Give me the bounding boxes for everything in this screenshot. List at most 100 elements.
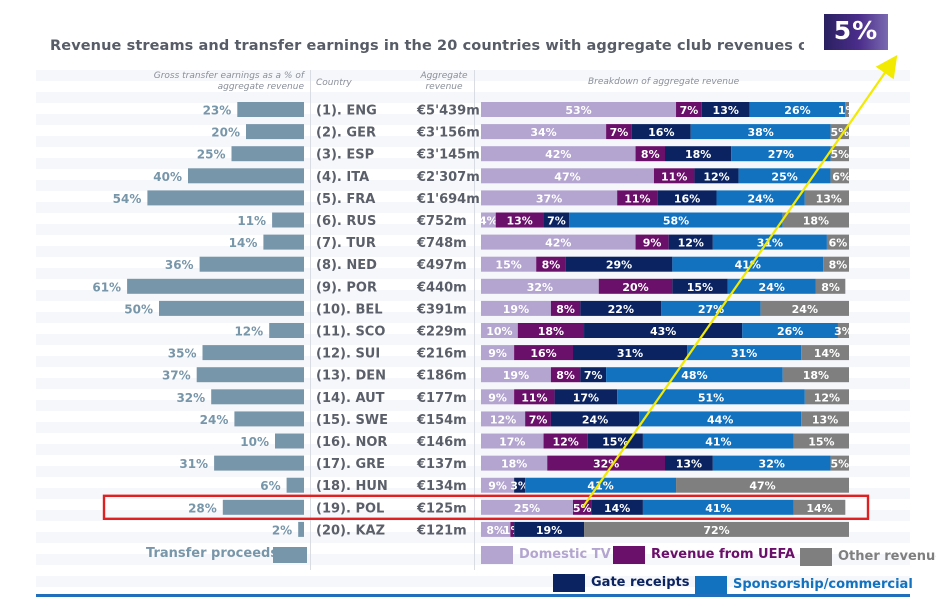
segment-label: 19% <box>503 369 529 382</box>
segment-label: 37% <box>536 192 562 205</box>
country-label: (2). GER <box>316 126 376 141</box>
segment-domestic-tv <box>481 521 511 537</box>
segment-domestic-tv <box>481 367 551 383</box>
country-label: (12). SUI <box>316 347 380 362</box>
segment-uefa <box>543 433 588 449</box>
segment-uefa <box>510 521 515 537</box>
aggregate-revenue-label: €752m <box>416 214 467 229</box>
segment-label: 41% <box>705 502 731 515</box>
segment-label: 72% <box>703 524 729 537</box>
country-label: (3). ESP <box>316 148 374 163</box>
segment-gate <box>514 477 526 493</box>
segment-label: 8% <box>542 259 561 272</box>
transfer-bar <box>231 146 304 162</box>
transfer-label: 37% <box>162 369 191 383</box>
transfer-bar <box>196 367 304 383</box>
country-label: (8). NED <box>316 258 377 273</box>
country-label: (7). TUR <box>316 236 376 251</box>
transfer-bar <box>269 323 304 338</box>
segment-label: 12% <box>703 170 729 183</box>
segment-label: 24% <box>792 303 818 316</box>
zoom-callout: 5% <box>804 6 914 52</box>
segment-label: 3% <box>510 480 529 493</box>
legend-transfer-label: Transfer proceeds <box>146 546 279 561</box>
segment-label: 18% <box>501 458 527 471</box>
segment-label: 14% <box>806 502 832 515</box>
transfer-label: 2% <box>272 523 292 537</box>
transfer-label: 10% <box>240 435 269 449</box>
segment-label: 32% <box>527 281 553 294</box>
segment-domestic-tv <box>481 256 537 272</box>
segment-label: 22% <box>608 303 634 316</box>
aggregate-revenue-label: €134m <box>416 479 467 494</box>
aggregate-revenue-label: €2'307m <box>416 170 480 185</box>
segment-label: 16% <box>648 126 674 139</box>
legend-domestic-tv-label: Domestic TV <box>519 547 611 562</box>
transfer-label: 12% <box>234 325 263 339</box>
transfer-header-line2: aggregate revenue <box>217 82 304 92</box>
segment-label: 19% <box>536 524 562 537</box>
segment-label: 34% <box>530 126 556 139</box>
segment-label: 12% <box>814 391 840 404</box>
segment-label: 58% <box>663 215 689 228</box>
transfer-bar <box>147 190 304 206</box>
segment-uefa <box>525 411 551 427</box>
legend-other-swatch <box>800 548 832 566</box>
country-label: (11). SCO <box>316 325 385 340</box>
legend-gate-swatch <box>553 574 585 592</box>
transfer-label: 35% <box>168 347 197 361</box>
aggregate-revenue-label: €146m <box>416 435 467 450</box>
column-separator <box>474 70 475 570</box>
transfer-bar <box>234 411 304 427</box>
segment-uefa <box>495 212 544 228</box>
segment-label: 17% <box>573 391 599 404</box>
transfer-label: 25% <box>197 148 226 162</box>
segment-domestic-tv <box>481 323 518 338</box>
segment-label: 6% <box>829 237 848 250</box>
segment-label: 41% <box>735 259 761 272</box>
segment-gate <box>514 521 585 537</box>
transfer-label: 32% <box>176 391 205 405</box>
segment-uefa <box>536 256 566 272</box>
segment-label: 3% <box>834 325 853 338</box>
country-label: (20). KAZ <box>316 523 385 538</box>
segment-label: 31% <box>731 347 757 360</box>
transfer-label: 28% <box>188 501 217 515</box>
segment-domestic-tv <box>481 345 515 361</box>
segment-label: 13% <box>812 413 838 426</box>
segment-label: 8% <box>821 281 840 294</box>
zoom-callout-value: 5% <box>833 16 879 45</box>
segment-label: 42% <box>545 237 571 250</box>
transfer-bar <box>237 102 304 117</box>
segment-label: 38% <box>748 126 774 139</box>
segment-label: 29% <box>606 259 632 272</box>
transfer-bar <box>298 521 304 537</box>
aggregate-revenue-label: €440m <box>416 280 467 295</box>
aggregate-header-line2: revenue <box>425 82 463 92</box>
segment-label: 11% <box>624 192 650 205</box>
segment-label: 7% <box>610 126 629 139</box>
segment-label: 51% <box>698 391 724 404</box>
transfer-label: 61% <box>92 280 121 294</box>
segment-domestic-tv <box>481 212 496 228</box>
aggregate-revenue-label: €3'156m <box>416 126 480 141</box>
segment-label: 17% <box>499 436 525 449</box>
segment-label: 5% <box>830 148 849 161</box>
transfer-label: 6% <box>260 479 280 493</box>
bottom-rule <box>36 594 910 597</box>
segment-label: 9% <box>488 391 507 404</box>
aggregate-header: Aggregate revenue <box>418 71 470 93</box>
country-label: (16). NOR <box>316 435 387 450</box>
legend-other-label: Other revenue <box>838 549 936 564</box>
transfer-label: 24% <box>200 413 229 427</box>
segment-uefa <box>514 345 573 361</box>
segment-label: 24% <box>582 413 608 426</box>
segment-label: 18% <box>803 215 829 228</box>
segment-label: 41% <box>587 480 613 493</box>
segment-label: 18% <box>685 148 711 161</box>
transfer-bar <box>199 256 304 272</box>
segment-label: 18% <box>803 369 829 382</box>
transfer-label: 40% <box>153 170 182 184</box>
transfer-label: 23% <box>203 104 232 118</box>
legend-uefa-swatch <box>613 546 645 564</box>
